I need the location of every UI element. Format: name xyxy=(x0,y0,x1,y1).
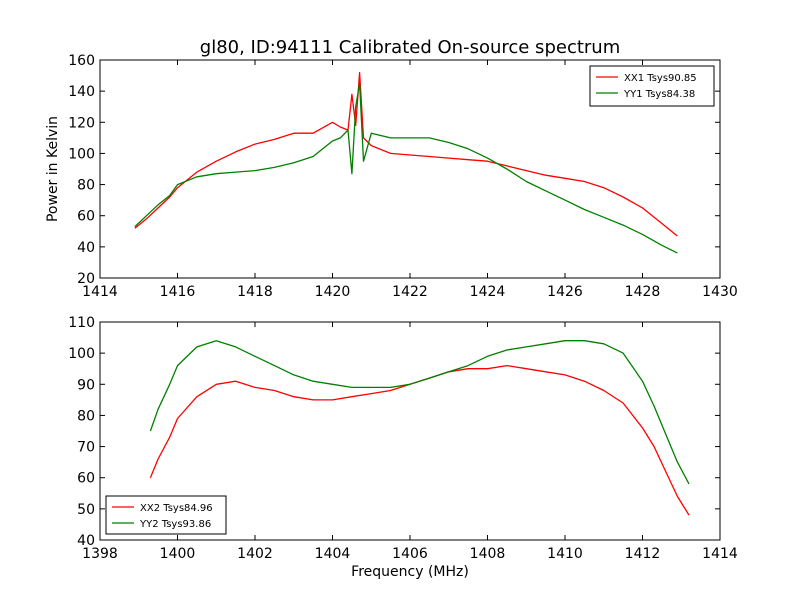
x-tick-label: 1406 xyxy=(392,546,428,562)
y-tick-label: 120 xyxy=(68,115,95,131)
series-line-top-1 xyxy=(134,82,678,254)
legend-box xyxy=(589,65,715,107)
y-tick-label: 80 xyxy=(77,408,95,424)
legend-label: YY2 Tsys93.86 xyxy=(139,519,211,530)
series-line-bottom-1 xyxy=(149,340,690,485)
x-tick-label: 1412 xyxy=(625,546,661,562)
x-tick-label: 1424 xyxy=(470,284,506,300)
y-tick-label: 110 xyxy=(68,315,95,331)
y-tick-label: 90 xyxy=(77,377,95,393)
y-tick-label: 80 xyxy=(77,178,95,194)
x-axis-label: Frequency (MHz) xyxy=(351,564,469,580)
x-tick-label: 1428 xyxy=(625,284,661,300)
y-tick-label: 50 xyxy=(77,502,95,518)
legend-label: XX1 Tsys90.85 xyxy=(624,73,697,84)
x-tick-label: 1410 xyxy=(547,546,583,562)
y-axis-label: Power in Kelvin xyxy=(45,116,61,222)
x-tick-label: 1422 xyxy=(392,284,428,300)
legend-label: XX2 Tsys84.96 xyxy=(140,503,213,514)
x-tick-label: 1408 xyxy=(470,546,506,562)
series-line-top-0 xyxy=(134,71,678,237)
y-tick-label: 40 xyxy=(77,533,95,549)
legend: XX2 Tsys84.96 YY2 Tsys93.86 xyxy=(105,495,227,535)
x-tick-label: 1420 xyxy=(315,284,351,300)
top-spectrum-plot: 1414 1416 1418 1420 1422 1424 1426 1428 1430 20 40… xyxy=(45,53,738,300)
x-tick-label: 1398 xyxy=(82,546,118,562)
y-tick-label: 40 xyxy=(77,240,95,256)
x-tick-label: 1414 xyxy=(82,284,118,300)
y-tick-label: 100 xyxy=(68,346,95,362)
x-tick-label: 1418 xyxy=(237,284,273,300)
y-tick-label: 20 xyxy=(77,271,95,287)
x-tick-label: 1414 xyxy=(702,546,738,562)
legend-box xyxy=(105,495,227,535)
x-tick-label: 1416 xyxy=(160,284,196,300)
y-tick-label: 160 xyxy=(68,53,95,69)
x-tick-label: 1404 xyxy=(315,546,351,562)
y-tick-label: 100 xyxy=(68,146,95,162)
x-tick-label: 1402 xyxy=(237,546,273,562)
chart-title: gl80, ID:94111 Calibrated On-source spec… xyxy=(200,37,620,58)
y-tick-label: 60 xyxy=(77,209,95,225)
x-tick-label: 1426 xyxy=(547,284,583,300)
legend: XX1 Tsys90.85 YY1 Tsys84.38 xyxy=(589,65,715,107)
legend-label: YY1 Tsys84.38 xyxy=(623,89,695,100)
x-tick-label: 1400 xyxy=(160,546,196,562)
y-tick-label: 140 xyxy=(68,84,95,100)
bottom-spectrum-plot: 1398 1400 1402 1404 1406 1408 1410 1412 1414 40 50… xyxy=(68,315,738,580)
y-tick-label: 60 xyxy=(77,471,95,487)
x-tick-label: 1430 xyxy=(702,284,738,300)
y-tick-label: 70 xyxy=(77,440,95,456)
